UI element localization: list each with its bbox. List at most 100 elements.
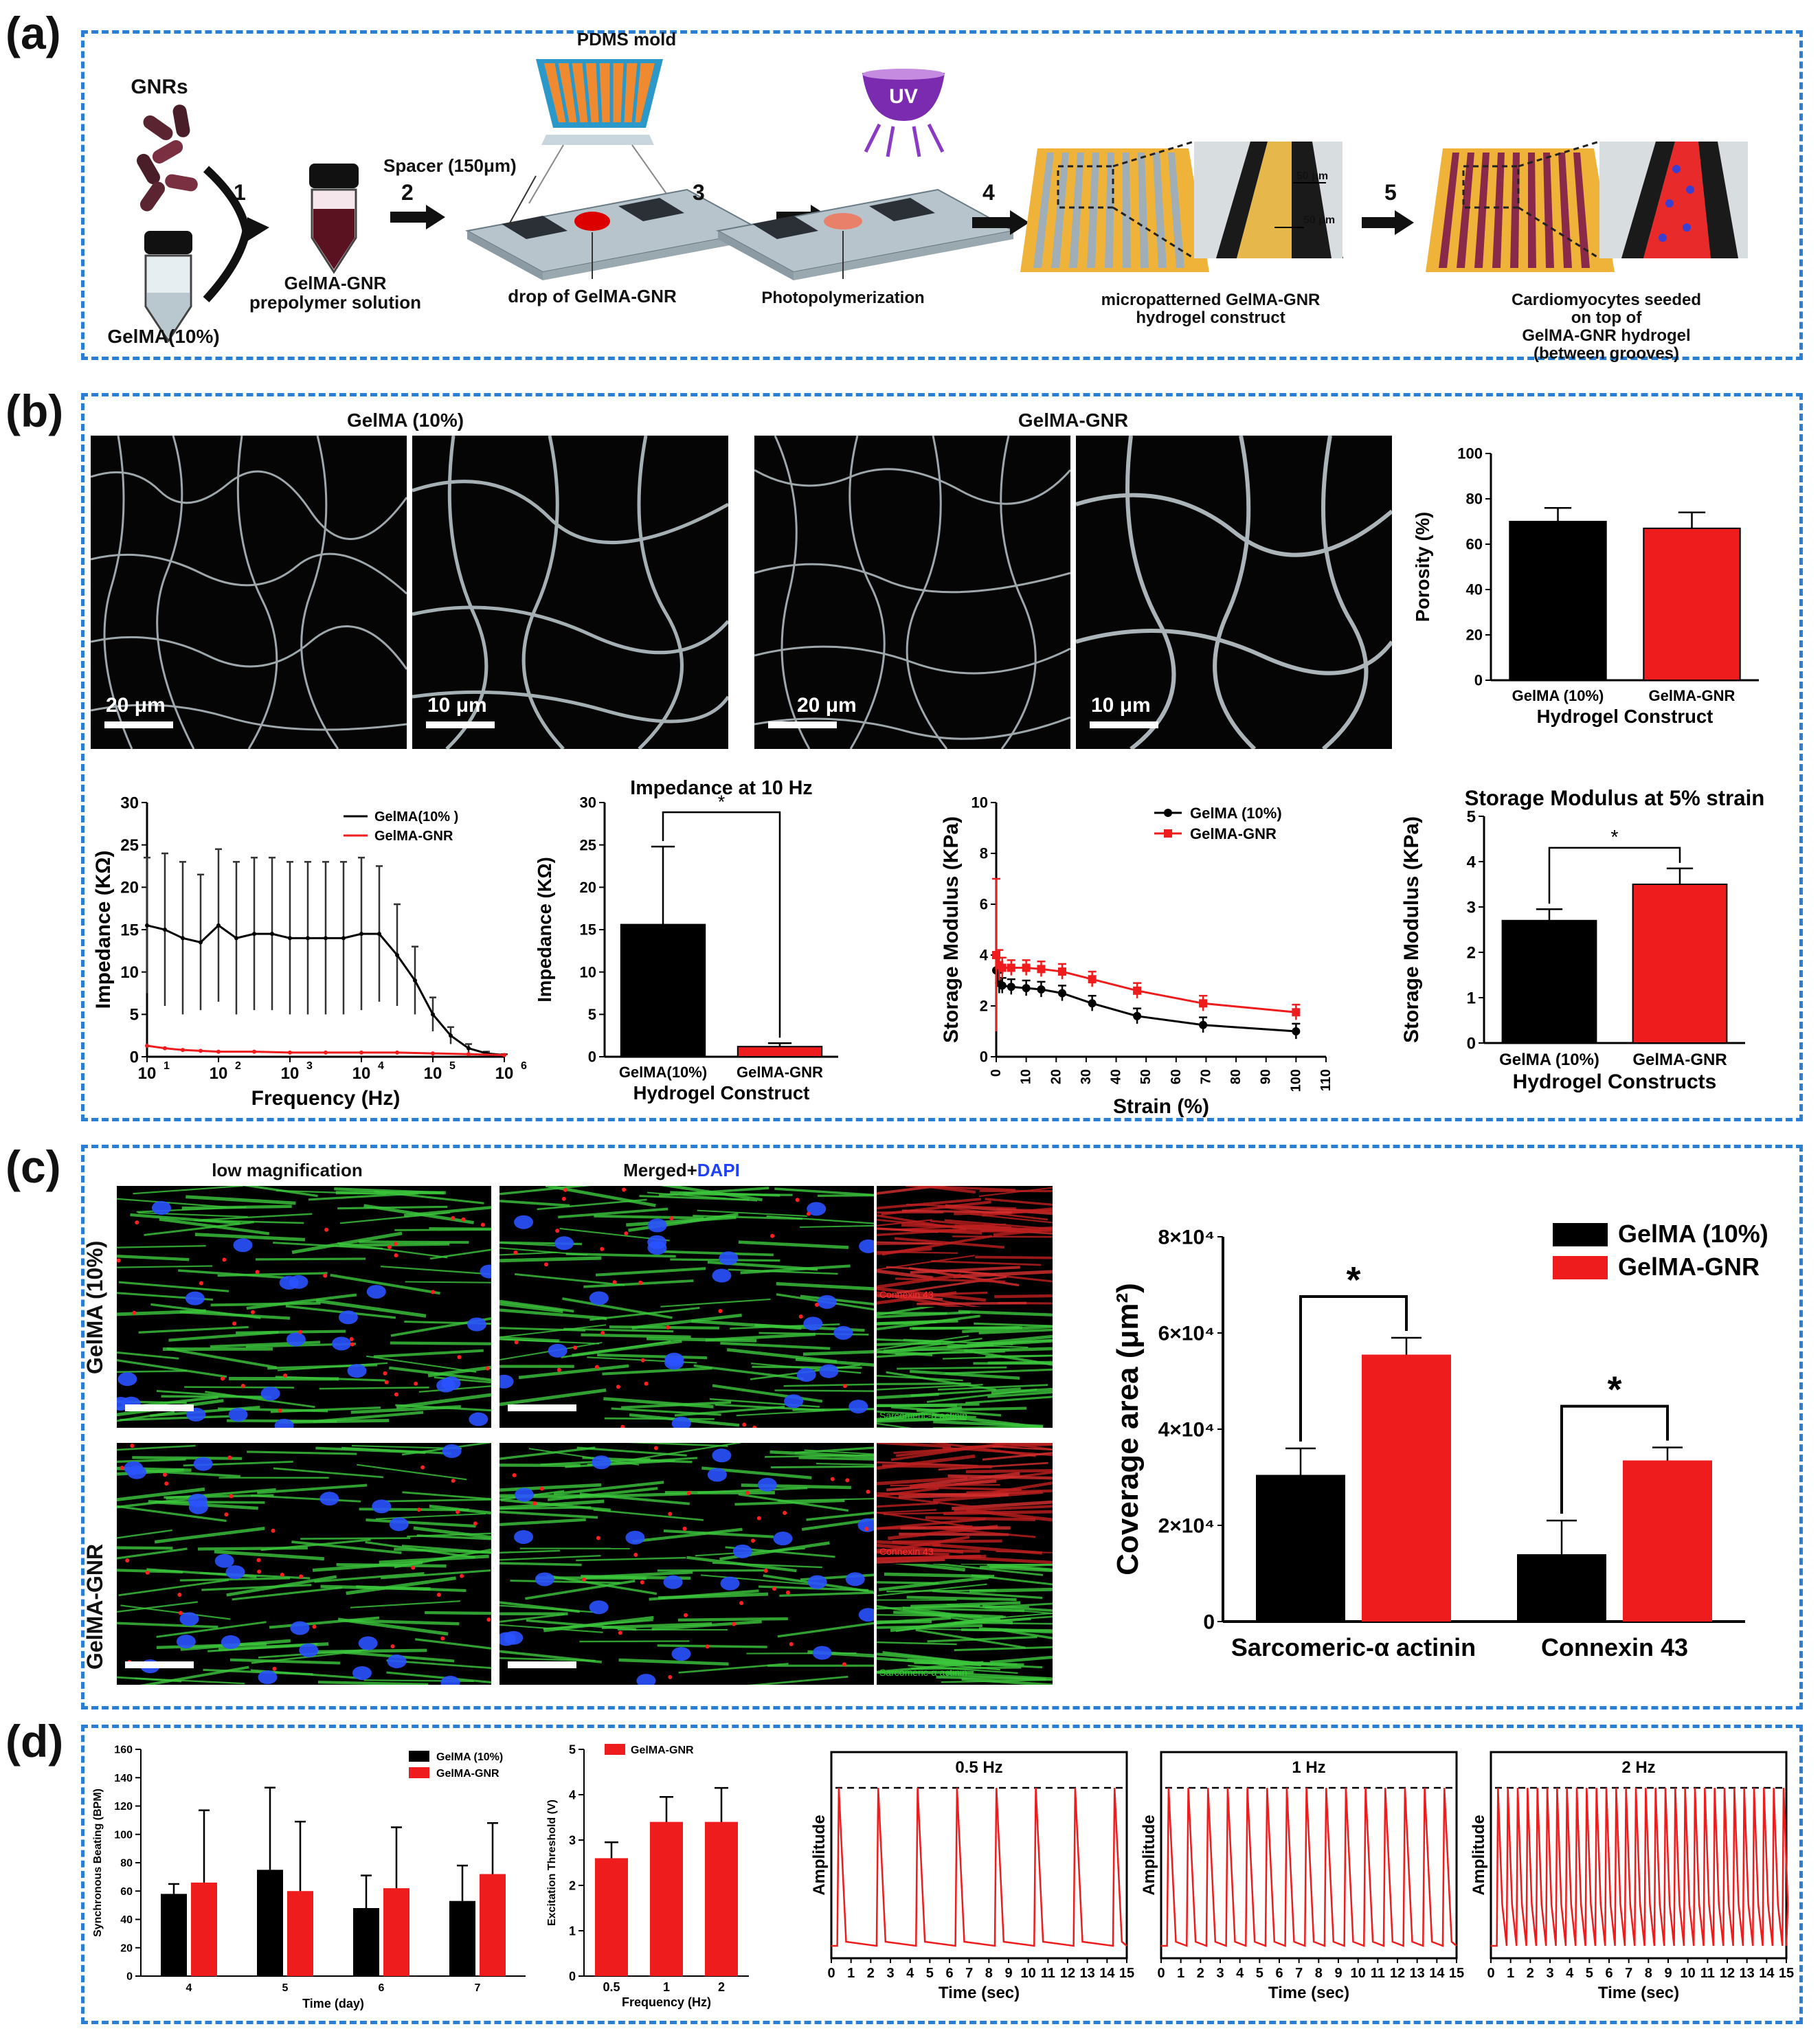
signal-trace (1161, 1787, 1457, 1947)
connexin-dot (177, 1593, 182, 1598)
connexin-dot (250, 1310, 255, 1314)
drop-icon (574, 212, 610, 231)
nucleus (193, 1457, 213, 1471)
connexin-dot (350, 1342, 355, 1347)
x-tick-label: 14 (1759, 1966, 1775, 1981)
fiber (207, 1643, 318, 1652)
fiber (877, 1186, 949, 1195)
fiber (627, 1443, 728, 1447)
fiber (958, 1310, 1053, 1316)
fiber (375, 1512, 486, 1520)
y-tick-label: 40 (120, 1914, 133, 1926)
fiber (952, 1235, 1053, 1238)
nucleus (784, 1394, 804, 1409)
nucleus (515, 1488, 535, 1502)
fiber (632, 1527, 743, 1543)
x-tick-label: 5 (282, 1982, 289, 1994)
fiber (877, 1375, 963, 1382)
y-tick-label: 10 (580, 963, 596, 980)
connexin-dot (125, 1558, 130, 1563)
x-tick-label: 8 (1315, 1966, 1323, 1981)
step-5: 5 (1384, 180, 1397, 205)
nucleus (127, 1465, 147, 1479)
y-tick-label: 160 (114, 1745, 133, 1756)
x-tick-label: 2 (1197, 1966, 1204, 1981)
data-point (145, 1043, 149, 1048)
fiber (499, 1490, 565, 1501)
fiber (658, 1592, 769, 1600)
fiber (346, 1576, 456, 1595)
data-point (234, 936, 238, 941)
fiber (926, 1388, 1037, 1403)
fiber (117, 1444, 196, 1451)
nucleus (819, 1364, 839, 1378)
connexin-dot (461, 1217, 466, 1222)
fiber (156, 1621, 267, 1638)
connexin-dot (383, 1371, 387, 1376)
fiber (937, 1384, 1048, 1391)
bar (737, 1046, 823, 1058)
connexin-dot (227, 1455, 232, 1460)
fiber (386, 1671, 491, 1684)
nucleus (712, 1268, 732, 1283)
fiber (941, 1679, 1051, 1683)
x-tick-exponent: 4 (378, 1060, 384, 1072)
y-tick-label: 15 (580, 921, 596, 939)
fiber (740, 1264, 851, 1275)
connexin-dot (718, 1309, 723, 1314)
fiber (429, 1504, 491, 1515)
fiber (117, 1496, 200, 1509)
x-tick-label: 14 (1099, 1966, 1115, 1981)
x-tick-label: 13 (1080, 1966, 1095, 1981)
nucleus (589, 1600, 609, 1615)
y-tick-label: 4×10⁴ (1158, 1419, 1215, 1442)
scale-bar (508, 1404, 576, 1411)
y-tick-label: 25 (580, 836, 596, 853)
fiber (499, 1499, 605, 1510)
fiber (877, 1511, 973, 1528)
y-tick-label: 4 (980, 947, 989, 964)
fiber (396, 1393, 491, 1409)
y-tick-label: 0 (569, 1969, 576, 1983)
fiber (499, 1483, 602, 1492)
fiber (133, 1186, 243, 1195)
y-tick-label: 80 (120, 1858, 133, 1870)
nucleus (796, 1367, 816, 1382)
fiber (381, 1569, 491, 1580)
connexin-dot (684, 1613, 688, 1617)
chart-title: 0.5 Hz (955, 1758, 1002, 1777)
connexin-dot (283, 1374, 288, 1378)
nucleus (366, 1284, 386, 1299)
nucleus (859, 1239, 874, 1253)
fiber (911, 1186, 976, 1194)
connexin-dot (255, 1270, 260, 1275)
bar (353, 1908, 379, 1976)
connexin-dot (620, 1424, 625, 1428)
fiber (965, 1508, 1053, 1522)
fiber (197, 1546, 308, 1551)
fiber (806, 1511, 874, 1521)
connexin-dot (557, 1367, 561, 1372)
fiber (877, 1219, 932, 1226)
nucleus (647, 1241, 667, 1255)
dim-label-1: 50 μm (1303, 214, 1336, 226)
data-point (467, 1046, 471, 1051)
data-point (252, 932, 256, 937)
x-tick-label: 100 (1288, 1069, 1303, 1092)
fiber (337, 1205, 448, 1210)
y-axis-label: Coverage area (μm²) (1113, 1283, 1145, 1576)
connexin-dot (299, 1574, 304, 1579)
y-tick-label: 8×10⁴ (1158, 1226, 1215, 1249)
legend-label: GelMA(10% ) (374, 809, 458, 825)
fiber (877, 1383, 983, 1391)
connexin-dot (745, 1490, 750, 1495)
fiber (877, 1321, 937, 1325)
data-point (1088, 999, 1097, 1008)
data-point (216, 1049, 221, 1054)
fiber (117, 1547, 188, 1560)
legend-label: GelMA-GNR (374, 829, 453, 844)
fiber (247, 1450, 357, 1455)
nucleus (514, 1215, 534, 1229)
fiber (350, 1600, 460, 1608)
nucleus (228, 1407, 248, 1422)
